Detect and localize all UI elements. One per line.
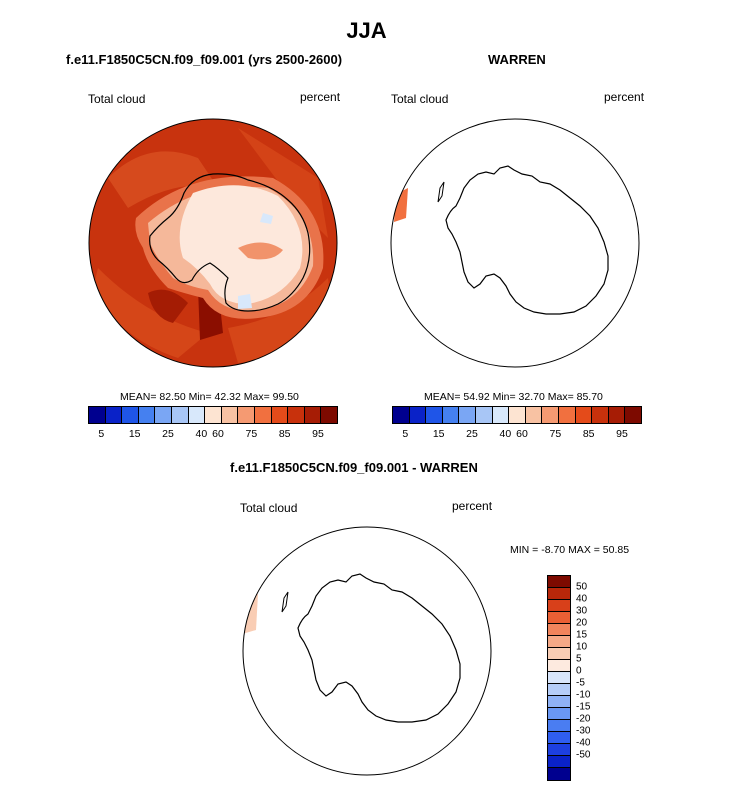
colorbar-cell <box>89 407 106 423</box>
colorbar-cell <box>221 407 239 423</box>
panel2-stats: MEAN= 54.92 Min= 32.70 Max= 85.70 <box>424 391 603 403</box>
panel2-colorbar-ticks: 5 15 25 40 60 75 85 95 <box>392 428 642 442</box>
colorbar-cell <box>288 407 305 423</box>
colorbar-cell <box>321 407 337 423</box>
panel2-case-title: WARREN <box>488 52 546 67</box>
panel1-colorbar-ticks: 5 15 25 40 60 75 85 95 <box>88 428 338 442</box>
colorbar-tick-label: 40 <box>499 428 512 440</box>
panel1-stats: MEAN= 82.50 Min= 42.32 Max= 99.50 <box>120 391 299 403</box>
panel1-units-label: percent <box>300 90 341 104</box>
colorbar-cell <box>548 636 570 648</box>
colorbar-cell <box>548 576 570 588</box>
panel3-colorbar <box>547 575 571 781</box>
panel3-case-title: f.e11.F1850C5CN.f09_f09.001 - WARREN <box>230 460 478 475</box>
panel3-stats: MIN = -8.70 MAX = 50.85 <box>510 544 630 556</box>
colorbar-cell <box>548 648 570 660</box>
colorbar-tick-label: 40 <box>195 428 208 440</box>
colorbar-tick-label: 60 <box>212 428 224 440</box>
colorbar-cell <box>548 756 570 768</box>
colorbar-tick-label: 40 <box>576 593 588 605</box>
panel1-case-title: f.e11.F1850C5CN.f09_f09.001 (yrs 2500-26… <box>66 52 343 67</box>
panel2-units-label: percent <box>604 90 645 104</box>
colorbar-cell <box>548 588 570 600</box>
colorbar-tick-label: 85 <box>582 428 595 440</box>
colorbar-tick-label: 0 <box>576 665 582 677</box>
colorbar-cell <box>548 672 570 684</box>
colorbar-tick-label: -50 <box>576 749 591 761</box>
panel2-variable-label: Total cloud <box>391 92 449 106</box>
colorbar-tick-label: 15 <box>576 629 588 641</box>
panel3-map <box>242 526 492 776</box>
colorbar-cell <box>548 684 570 696</box>
colorbar-tick-label: 60 <box>516 428 528 440</box>
colorbar-cell <box>548 720 570 732</box>
panel1-colorbar <box>88 406 338 424</box>
colorbar-cell <box>548 624 570 636</box>
colorbar-cell <box>459 407 476 423</box>
colorbar-cell <box>205 407 222 423</box>
colorbar-cell <box>548 612 570 624</box>
panel1-map <box>88 118 338 368</box>
panel1-variable-label: Total cloud <box>88 92 146 106</box>
colorbar-tick-label: 85 <box>278 428 291 440</box>
colorbar-tick-label: 5 <box>402 428 409 440</box>
colorbar-cell <box>155 407 172 423</box>
colorbar-cell <box>188 407 206 423</box>
colorbar-tick-label: 25 <box>466 428 478 440</box>
colorbar-tick-label: 5 <box>98 428 105 440</box>
colorbar-cell <box>304 407 322 423</box>
panel3-units-label: percent <box>452 499 493 513</box>
colorbar-tick-label: -30 <box>576 725 591 737</box>
colorbar-tick-label: -10 <box>576 689 591 701</box>
colorbar-cell <box>575 407 593 423</box>
colorbar-cell <box>426 407 443 423</box>
colorbar-cell <box>271 407 289 423</box>
colorbar-cell <box>548 708 570 720</box>
colorbar-cell <box>442 407 460 423</box>
colorbar-tick-label: 30 <box>576 605 588 617</box>
colorbar-tick-label: 20 <box>576 617 588 629</box>
colorbar-cell <box>542 407 559 423</box>
colorbar-cell <box>592 407 609 423</box>
colorbar-tick-label: -5 <box>576 677 585 689</box>
colorbar-cell <box>608 407 626 423</box>
colorbar-cell <box>558 407 576 423</box>
colorbar-tick-label: 75 <box>245 428 258 440</box>
colorbar-tick-label: 50 <box>576 581 588 593</box>
colorbar-tick-label: 10 <box>576 641 588 653</box>
colorbar-cell <box>548 600 570 612</box>
colorbar-cell <box>548 768 570 780</box>
colorbar-tick-label: 25 <box>162 428 174 440</box>
colorbar-tick-label: -15 <box>576 701 591 713</box>
panel3-variable-label: Total cloud <box>240 501 298 515</box>
colorbar-cell <box>171 407 189 423</box>
colorbar-tick-label: 95 <box>616 428 628 440</box>
colorbar-cell <box>548 744 570 756</box>
panel2-colorbar <box>392 406 642 424</box>
colorbar-cell <box>492 407 510 423</box>
panel2-map <box>390 118 640 368</box>
colorbar-tick-label: 75 <box>549 428 562 440</box>
colorbar-tick-label: 15 <box>432 428 445 440</box>
colorbar-cell <box>238 407 255 423</box>
colorbar-cell <box>548 660 570 672</box>
main-title: JJA <box>346 18 387 43</box>
colorbar-tick-label: -40 <box>576 737 591 749</box>
colorbar-cell <box>625 407 641 423</box>
colorbar-cell <box>105 407 123 423</box>
colorbar-cell <box>138 407 156 423</box>
colorbar-cell <box>548 696 570 708</box>
colorbar-cell <box>409 407 427 423</box>
colorbar-tick-label: 15 <box>128 428 141 440</box>
colorbar-tick-label: -20 <box>576 713 591 725</box>
colorbar-cell <box>393 407 410 423</box>
colorbar-cell <box>509 407 526 423</box>
colorbar-cell <box>548 732 570 744</box>
colorbar-tick-label: 5 <box>576 653 582 665</box>
colorbar-cell <box>475 407 493 423</box>
colorbar-cell <box>254 407 272 423</box>
colorbar-tick-label: 95 <box>312 428 324 440</box>
colorbar-cell <box>122 407 139 423</box>
colorbar-cell <box>525 407 543 423</box>
